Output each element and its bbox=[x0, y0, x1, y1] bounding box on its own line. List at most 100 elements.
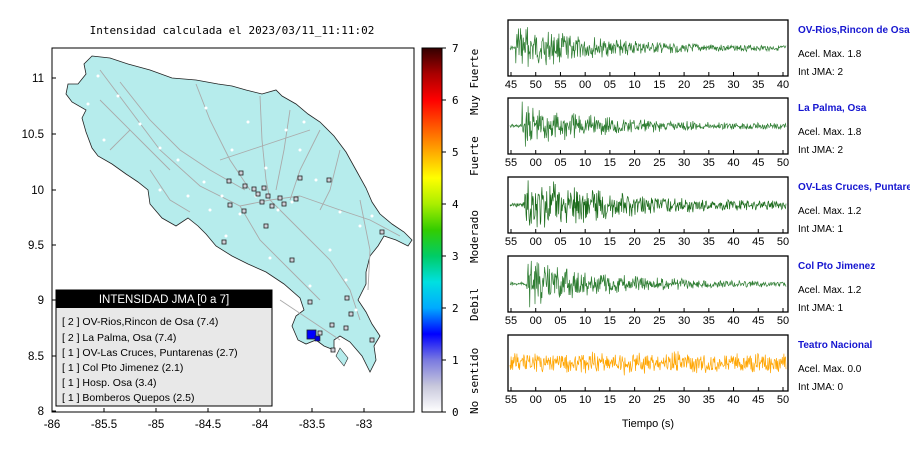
time-tick-label: 10 bbox=[579, 236, 591, 248]
station-name: Col Pto Jimenez bbox=[798, 261, 875, 272]
x-tick-labels: -86 -85.5 -85 -84.5 -84 -83.5 -83 bbox=[44, 419, 373, 431]
x-tick-label: -84 bbox=[252, 419, 269, 431]
time-tick-label: 25 bbox=[653, 157, 665, 169]
time-tick-label: 00 bbox=[530, 236, 542, 248]
x-tick-label: -84.5 bbox=[195, 419, 221, 431]
waveform-panel: 55 00 05 10 15 20 25 30 35 40 45 50 La Palma, Osa Ace… bbox=[505, 97, 867, 169]
map-panel: INTENSIDAD JMA [0 a 7] [ 2 ] OV-Rios,Rin… bbox=[22, 47, 415, 431]
station-acel: Acel. Max. 1.8 bbox=[798, 127, 862, 138]
y-tick-label: 9.5 bbox=[28, 240, 44, 252]
station-high-intensity bbox=[306, 329, 317, 340]
time-tick-label: 10 bbox=[579, 394, 591, 406]
legend-title: INTENSIDAD JMA [0 a 7] bbox=[99, 294, 229, 306]
time-tick-label: 45 bbox=[752, 394, 764, 406]
station-int: Int JMA: 2 bbox=[798, 145, 843, 156]
time-tick-label: 05 bbox=[604, 79, 616, 91]
time-tick-label: 50 bbox=[530, 79, 542, 91]
time-tick-label: 35 bbox=[752, 79, 764, 91]
waveform-panel: 55 00 05 10 15 20 25 30 35 40 45 50 Teatro Nacional A… bbox=[505, 334, 872, 406]
colorbar-label-muy-fuerte: Muy Fuerte bbox=[468, 49, 481, 115]
waveform-trace bbox=[509, 27, 787, 67]
time-tick-label: 25 bbox=[703, 79, 715, 91]
y-tick-labels: 11 10.5 10 9.5 9 8.5 8 bbox=[22, 73, 44, 418]
station-acel: Acel. Max. 0.0 bbox=[798, 364, 862, 375]
time-tick-label: 30 bbox=[678, 315, 690, 327]
colorbar-tick-labels: 0 1 2 3 4 5 6 7 bbox=[452, 42, 459, 419]
time-tick-label: 35 bbox=[703, 236, 715, 248]
y-tick-label: 10.5 bbox=[22, 129, 44, 141]
time-tick-label: 25 bbox=[653, 315, 665, 327]
x-tick-label: -86 bbox=[44, 419, 61, 431]
station-int: Int JMA: 1 bbox=[798, 224, 843, 235]
time-tick-label: 50 bbox=[777, 315, 789, 327]
time-tick-label: 40 bbox=[727, 315, 739, 327]
time-tick-label: 20 bbox=[678, 79, 690, 91]
colorbar-tick-label: 3 bbox=[452, 250, 459, 263]
time-tick-label: 00 bbox=[579, 79, 591, 91]
time-tick-label: 30 bbox=[678, 236, 690, 248]
map-ticks bbox=[51, 77, 365, 412]
station-int: Int JMA: 2 bbox=[798, 67, 843, 78]
waveform-trace bbox=[509, 260, 787, 308]
station-acel: Acel. Max. 1.2 bbox=[798, 285, 862, 296]
time-tick-label: 00 bbox=[530, 394, 542, 406]
time-tick-label: 20 bbox=[629, 315, 641, 327]
time-tick-label: 45 bbox=[752, 315, 764, 327]
time-tick-label: 45 bbox=[752, 157, 764, 169]
time-tick-label: 20 bbox=[629, 394, 641, 406]
station-acel: Acel. Max. 1.8 bbox=[798, 49, 862, 60]
intensity-legend: INTENSIDAD JMA [0 a 7] [ 2 ] OV-Rios,Rin… bbox=[55, 289, 273, 407]
time-tick-label: 25 bbox=[653, 394, 665, 406]
station-int: Int JMA: 1 bbox=[798, 303, 843, 314]
waveform-panel: 55 00 05 10 15 20 25 30 35 40 45 50 OV-Las Cruces, P… bbox=[505, 176, 910, 248]
time-tick-label: 35 bbox=[703, 315, 715, 327]
time-tick-label: 45 bbox=[505, 79, 517, 91]
time-tick-label: 05 bbox=[554, 157, 566, 169]
x-axis-label: Tiempo (s) bbox=[622, 418, 674, 430]
time-tick-label: 15 bbox=[604, 315, 616, 327]
x-tick-label: -83 bbox=[356, 419, 373, 431]
x-tick-label: -85.5 bbox=[91, 419, 117, 431]
colorbar-category-labels: No sentido Debil Moderado Fuerte Muy Fue… bbox=[468, 49, 481, 414]
time-tick-label: 50 bbox=[777, 157, 789, 169]
legend-item: [ 1 ] Col Pto Jimenez (2.1) bbox=[62, 362, 183, 374]
chart-title: Intensidad calculada el 2023/03/11_11:11… bbox=[90, 24, 375, 37]
y-tick-label: 11 bbox=[32, 73, 44, 85]
colorbar-tick-label: 7 bbox=[452, 42, 459, 55]
colorbar-tick-label: 4 bbox=[452, 198, 459, 211]
time-tick-label: 55 bbox=[505, 157, 517, 169]
time-tick-label: 05 bbox=[554, 394, 566, 406]
colorbar: 0 1 2 3 4 5 6 7 No sentido Debil Moderad… bbox=[421, 42, 481, 419]
town-markers bbox=[86, 74, 374, 312]
y-tick-label: 10 bbox=[31, 185, 44, 197]
station-markers bbox=[221, 170, 385, 353]
station-high-intensity-2 bbox=[314, 335, 321, 342]
colorbar-tick-label: 1 bbox=[452, 354, 459, 367]
waveform-trace bbox=[509, 101, 787, 147]
road-network bbox=[99, 69, 401, 341]
legend-item: [ 2 ] La Palma, Osa (7.4) bbox=[62, 332, 176, 344]
time-tick-label: 20 bbox=[629, 236, 641, 248]
x-tick-label: -85 bbox=[148, 419, 165, 431]
waveform-panel: 45 50 55 00 05 10 15 20 25 30 35 40 OV-Rios,Rincon d… bbox=[505, 19, 910, 91]
time-tick-label: 55 bbox=[505, 236, 517, 248]
time-tick-label: 05 bbox=[554, 315, 566, 327]
colorbar-label-fuerte: Fuerte bbox=[468, 136, 481, 176]
station-name: OV-Rios,Rincon de Osa bbox=[798, 25, 910, 36]
colorbar-label-debil: Debil bbox=[468, 288, 481, 321]
time-tick-label: 10 bbox=[629, 79, 641, 91]
legend-item: [ 1 ] OV-Las Cruces, Puntarenas (2.7) bbox=[62, 347, 238, 359]
time-tick-label: 30 bbox=[678, 394, 690, 406]
station-int: Int JMA: 0 bbox=[798, 382, 843, 393]
time-tick-label: 40 bbox=[727, 157, 739, 169]
time-tick-label: 40 bbox=[777, 79, 789, 91]
legend-item: [ 1 ] Bomberos Quepos (2.5) bbox=[62, 392, 194, 404]
time-tick-label: 15 bbox=[604, 394, 616, 406]
time-tick-label: 30 bbox=[727, 79, 739, 91]
time-tick-label: 15 bbox=[604, 157, 616, 169]
time-tick-label: 55 bbox=[554, 79, 566, 91]
time-tick-label: 00 bbox=[530, 315, 542, 327]
colorbar-label-no-sentido: No sentido bbox=[468, 348, 481, 414]
station-name: Teatro Nacional bbox=[798, 340, 872, 351]
y-tick-label: 8.5 bbox=[28, 351, 44, 363]
